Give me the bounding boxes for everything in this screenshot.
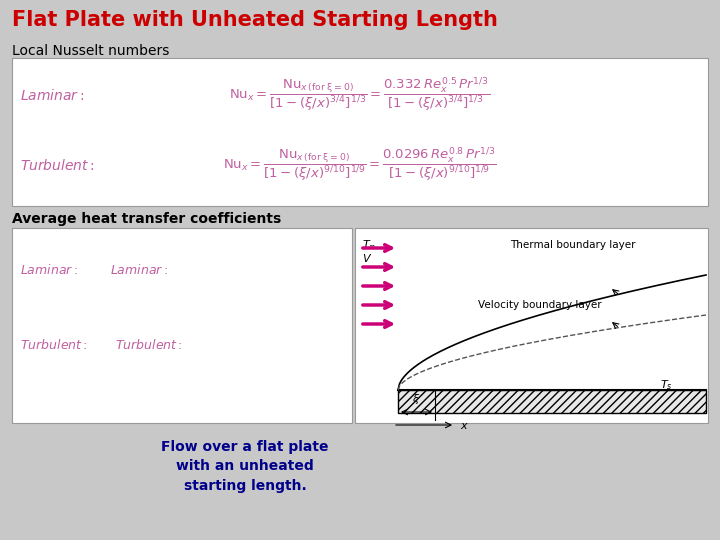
Text: $T_\infty$: $T_\infty$ bbox=[362, 238, 377, 250]
Text: Velocity boundary layer: Velocity boundary layer bbox=[478, 300, 602, 310]
Bar bbox=[398, 390, 706, 413]
Text: Flat Plate with Unheated Starting Length: Flat Plate with Unheated Starting Length bbox=[12, 10, 498, 30]
Text: $T_s$: $T_s$ bbox=[660, 378, 672, 392]
Text: $\it{Laminar:}$: $\it{Laminar:}$ bbox=[20, 263, 78, 277]
Text: $x$: $x$ bbox=[460, 421, 469, 431]
Text: $\it{Turbulent:}$: $\it{Turbulent:}$ bbox=[20, 158, 95, 172]
Text: $\xi$: $\xi$ bbox=[413, 392, 420, 406]
Text: $\mathrm{Nu}_x = \dfrac{\mathrm{Nu}_{x\,\mathrm{(for\;\xi=0)}}}{[1-(\xi/x)^{9/10: $\mathrm{Nu}_x = \dfrac{\mathrm{Nu}_{x\,… bbox=[223, 146, 497, 184]
Bar bbox=[12, 58, 708, 206]
Text: $\mathrm{Nu}_x = \dfrac{\mathrm{Nu}_{x\,\mathrm{(for\;\xi=0)}}}{[1-(\xi/x)^{3/4}: $\mathrm{Nu}_x = \dfrac{\mathrm{Nu}_{x\,… bbox=[230, 76, 490, 114]
Bar bbox=[355, 228, 708, 423]
Text: Thermal boundary layer: Thermal boundary layer bbox=[510, 240, 636, 250]
Text: $\it{Laminar:}$: $\it{Laminar:}$ bbox=[20, 87, 84, 103]
Text: $V$: $V$ bbox=[362, 252, 372, 264]
Text: $\it{Turbulent:}$: $\it{Turbulent:}$ bbox=[20, 338, 88, 352]
Text: $\it{Laminar:}$: $\it{Laminar:}$ bbox=[110, 263, 168, 277]
Text: Flow over a flat plate
with an unheated
starting length.: Flow over a flat plate with an unheated … bbox=[161, 440, 329, 493]
Text: Local Nusselt numbers: Local Nusselt numbers bbox=[12, 44, 169, 58]
Text: $\it{Turbulent:}$: $\it{Turbulent:}$ bbox=[115, 338, 183, 352]
Text: Average heat transfer coefficients: Average heat transfer coefficients bbox=[12, 212, 282, 226]
Bar bbox=[12, 228, 352, 423]
